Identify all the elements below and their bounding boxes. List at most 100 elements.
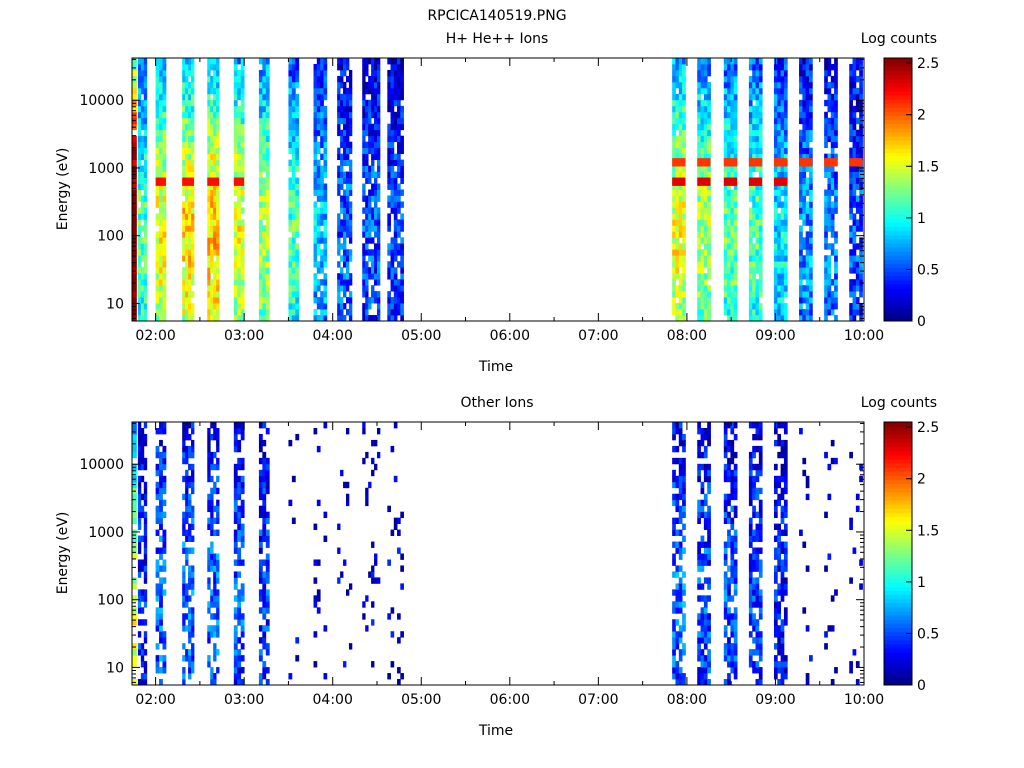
heatmap-cell	[780, 505, 785, 513]
heatmap-cell	[755, 195, 760, 202]
heatmap-cell	[773, 207, 778, 214]
heatmap-cell	[697, 279, 701, 286]
heatmap-cell	[773, 673, 778, 680]
heatmap-cell	[316, 111, 321, 119]
heatmap-cell	[824, 309, 828, 316]
colorbar-swatch	[884, 467, 912, 472]
heatmap-cell	[678, 219, 683, 226]
heatmap-cell	[752, 87, 756, 95]
heatmap-cell	[343, 189, 347, 196]
heatmap-cell	[291, 75, 296, 83]
heatmap-cell	[155, 661, 160, 668]
heatmap-cell	[237, 195, 242, 202]
heatmap-cell	[207, 58, 211, 65]
heatmap-cell	[213, 487, 217, 495]
heatmap-cell	[371, 619, 375, 626]
heatmap-cell	[210, 541, 214, 548]
heatmap-cell	[210, 237, 214, 244]
heatmap-cell	[137, 279, 142, 286]
heatmap-cell	[733, 511, 738, 519]
heatmap-cell	[159, 475, 163, 483]
colorbar-swatch	[884, 648, 912, 653]
heatmap-cell	[213, 481, 217, 489]
heatmap-cell	[188, 183, 192, 190]
heatmap-cell	[830, 93, 835, 101]
heatmap-cell	[755, 511, 760, 519]
heatmap-cell	[859, 177, 863, 184]
heatmap-cell	[316, 141, 321, 149]
heatmap-cell	[365, 237, 369, 244]
heatmap-cell	[727, 315, 731, 322]
heatmap-cell	[678, 231, 683, 238]
heatmap-cell	[140, 511, 145, 519]
heatmap-cell	[697, 315, 701, 322]
heatmap-cell	[262, 487, 267, 495]
heatmap-cell	[185, 487, 189, 495]
heatmap-cell	[262, 511, 267, 519]
heatmap-cell	[777, 285, 782, 292]
heatmap-cell	[824, 189, 828, 196]
heatmap-cell	[320, 255, 324, 262]
heatmap-cell	[733, 309, 738, 316]
heatmap-cell	[376, 315, 381, 322]
heatmap-cell	[678, 541, 683, 548]
heatmap-cell	[758, 279, 763, 286]
heatmap-cell	[393, 123, 398, 131]
heatmap-cell	[137, 129, 142, 137]
heatmap-cell	[824, 297, 828, 304]
heatmap-cell	[155, 105, 160, 113]
heatmap-cell	[337, 99, 341, 107]
heatmap-cell	[143, 541, 148, 548]
heatmap-cell	[140, 81, 145, 89]
heatmap-cell	[675, 141, 680, 149]
heatmap-cell	[258, 87, 263, 95]
heatmap-cell	[758, 315, 763, 322]
heatmap-cell	[777, 93, 782, 101]
heatmap-cell	[340, 231, 344, 238]
heatmap-cell	[849, 267, 853, 274]
heatmap-cell	[162, 309, 167, 316]
heatmap-cell	[758, 81, 763, 89]
heatmap-cell	[348, 171, 353, 178]
heatmap-cell	[672, 195, 676, 202]
heatmap-cell	[140, 183, 145, 190]
heatmap-cell	[799, 195, 803, 202]
colorbar-swatch	[884, 115, 912, 121]
heatmap-cell	[216, 511, 220, 519]
colorbar-swatch	[884, 156, 912, 162]
heatmap-cell	[213, 129, 217, 137]
heatmap-cell	[802, 63, 807, 71]
heatmap-cell	[855, 58, 860, 65]
heatmap-cell	[185, 559, 189, 566]
heatmap-cell	[855, 135, 860, 143]
heatmap-cell	[752, 529, 756, 536]
heatmap-cell	[730, 643, 735, 650]
heatmap-cell	[295, 285, 300, 292]
heatmap-cell	[233, 463, 238, 471]
heatmap-cell	[140, 297, 145, 304]
heatmap-cell	[323, 285, 328, 292]
heatmap-cell	[755, 129, 760, 137]
heatmap-cell	[368, 99, 372, 107]
heatmap-cell	[182, 231, 186, 238]
heatmap-cell	[773, 273, 778, 280]
colorbar-swatch	[884, 140, 912, 145]
heatmap-cell	[265, 189, 270, 196]
heatmap-cell	[207, 183, 211, 190]
heatmap-cell	[727, 529, 731, 536]
heatmap-cell	[752, 445, 756, 453]
heatmap-cell	[700, 189, 705, 196]
heatmap-cell	[216, 667, 220, 674]
heatmap-cell	[362, 309, 366, 316]
heatmap-cell	[262, 243, 267, 250]
heatmap-cell	[182, 249, 186, 256]
heatmap-cell	[162, 249, 167, 256]
heatmap-cell	[323, 291, 328, 298]
heatmap-cell	[262, 517, 267, 525]
heatmap-cell	[162, 111, 167, 119]
heatmap-cell	[752, 213, 756, 220]
heatmap-cell	[213, 99, 217, 107]
heatmap-cell	[262, 607, 267, 614]
heatmap-cell	[191, 625, 195, 632]
heatmap-cell	[783, 261, 788, 268]
